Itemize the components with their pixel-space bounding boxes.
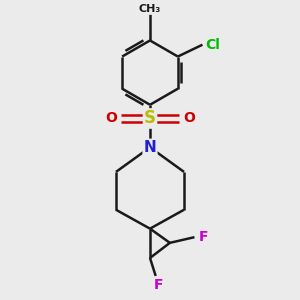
Text: F: F	[199, 230, 209, 244]
Text: O: O	[183, 112, 195, 125]
Text: S: S	[144, 110, 156, 128]
Text: N: N	[144, 140, 156, 155]
Text: O: O	[105, 112, 117, 125]
Text: Cl: Cl	[206, 38, 220, 52]
Text: CH₃: CH₃	[139, 4, 161, 14]
Text: F: F	[153, 278, 163, 292]
